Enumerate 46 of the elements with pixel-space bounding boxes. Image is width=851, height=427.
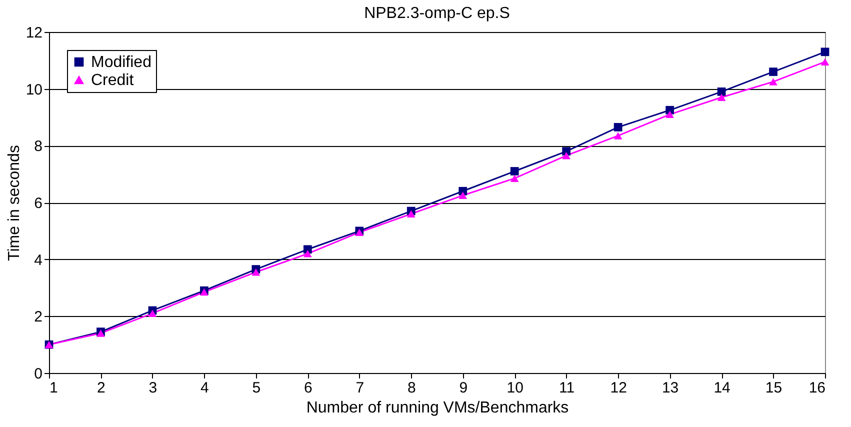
point xyxy=(769,78,778,86)
y-axis-title: Time in seconds xyxy=(6,145,23,261)
y-tick-label: 0 xyxy=(34,366,42,382)
x-tick-label: 12 xyxy=(610,380,627,396)
x-tick-label: 3 xyxy=(148,380,158,396)
point xyxy=(614,132,622,140)
legend-label: Credit xyxy=(91,72,134,89)
y-tick-label: 6 xyxy=(34,195,42,212)
x-tick-label: 13 xyxy=(662,380,679,396)
point xyxy=(458,192,468,200)
point xyxy=(717,94,726,101)
y-tick-label: 8 xyxy=(34,138,42,156)
chart-title: NPB2.3-omp-C ep.S xyxy=(364,5,510,22)
point xyxy=(820,48,830,56)
x-tick-label: 10 xyxy=(506,380,524,396)
point xyxy=(769,68,778,76)
x-tick-label: 1 xyxy=(50,380,58,396)
y-tick-label: 4 xyxy=(34,252,42,269)
x-tick-label: 14 xyxy=(714,380,730,396)
x-tick-label: 8 xyxy=(407,380,416,396)
x-tick-label: 7 xyxy=(356,380,364,396)
x-axis-title: Number of running VMs/Benchmarks xyxy=(306,400,569,416)
point xyxy=(666,110,674,118)
x-tick-label: 6 xyxy=(304,380,312,396)
point xyxy=(717,87,726,96)
x-tick-label: 5 xyxy=(252,380,261,396)
legend-label: Modified xyxy=(91,54,152,71)
point xyxy=(303,245,312,254)
point xyxy=(510,174,519,182)
point xyxy=(614,123,622,132)
point xyxy=(562,152,571,160)
y-tick-label: 2 xyxy=(34,308,42,326)
y-tick-label: 12 xyxy=(26,24,42,42)
point xyxy=(303,250,312,258)
point xyxy=(148,310,157,317)
x-tick-label: 4 xyxy=(200,380,209,396)
point xyxy=(510,167,519,176)
x-tick-label: 9 xyxy=(459,380,468,396)
x-tick-label: 15 xyxy=(765,380,782,396)
x-tick-label: 11 xyxy=(559,380,575,396)
point xyxy=(406,210,416,218)
x-tick-label: 16 xyxy=(808,380,826,396)
point xyxy=(252,268,260,276)
point xyxy=(820,58,830,66)
x-tick-label: 2 xyxy=(97,380,106,396)
y-tick-label: 10 xyxy=(26,81,42,98)
